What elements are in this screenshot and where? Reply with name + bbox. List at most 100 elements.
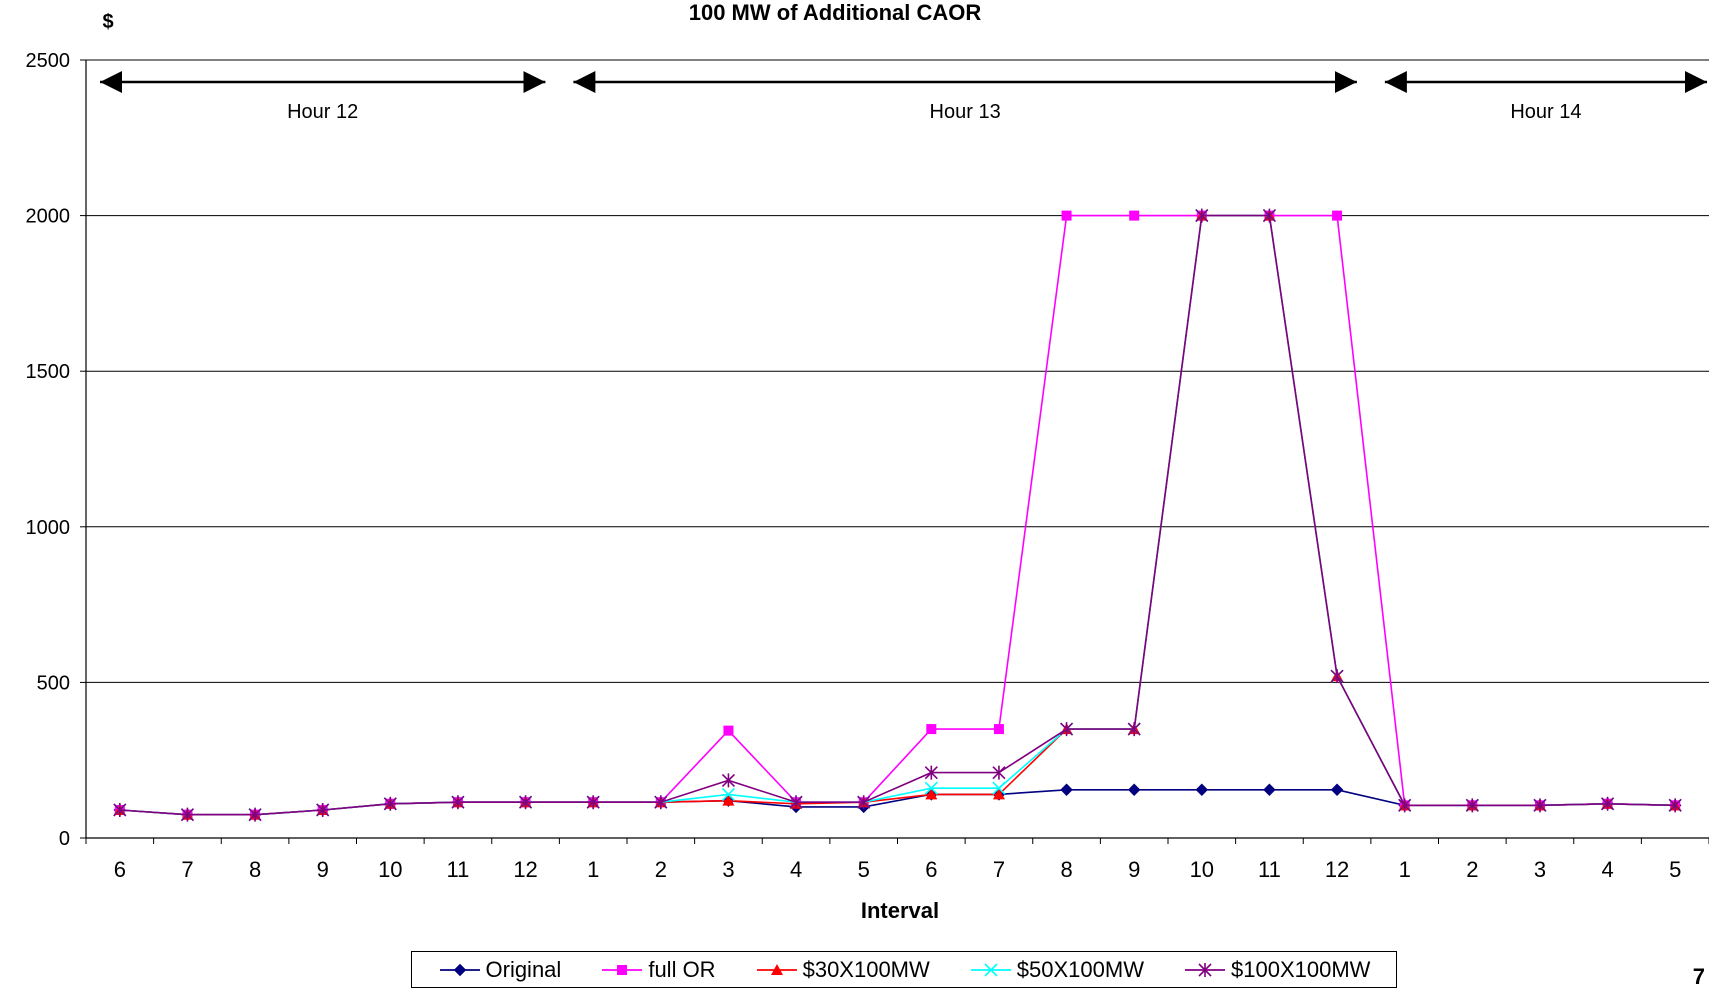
data-point	[1127, 722, 1141, 737]
x-tick-label: 5	[1669, 857, 1681, 882]
legend-swatch	[602, 964, 643, 975]
data-point	[451, 795, 465, 810]
series-2	[113, 209, 1682, 820]
series-0	[113, 783, 1682, 821]
data-point	[1465, 798, 1479, 813]
x-tick-label: 8	[1060, 857, 1072, 882]
legend-item: Original	[438, 957, 561, 983]
x-tick-label: 7	[181, 857, 193, 882]
data-point	[924, 765, 938, 780]
data-point	[1263, 783, 1276, 796]
legend-swatch	[439, 963, 480, 976]
x-tick-label: 2	[655, 857, 667, 882]
data-point	[1330, 783, 1344, 796]
hour-brackets: Hour 12 Hour 13 Hour 14	[100, 71, 1707, 123]
legend-item: $50X100MW	[969, 957, 1144, 983]
series-line	[119, 214, 1676, 816]
data-point	[248, 807, 262, 822]
series-line	[119, 214, 1676, 816]
legend-item: full OR	[600, 956, 716, 983]
legend-label: $30X100MW	[802, 956, 930, 982]
data-point	[113, 802, 127, 817]
y-axis-label: $	[102, 11, 113, 33]
x-tick-label: 10	[378, 857, 402, 882]
x-tick-label: 1	[1399, 857, 1411, 882]
data-point	[1195, 783, 1209, 796]
data-point	[316, 802, 330, 817]
data-point	[1060, 783, 1073, 796]
data-point	[722, 794, 735, 806]
data-point	[992, 765, 1006, 780]
y-tick-label: 1000	[26, 517, 71, 539]
data-point	[721, 787, 736, 801]
x-tick-label: 6	[925, 857, 937, 882]
data-point	[1332, 210, 1343, 221]
legend-label: full OR	[648, 956, 716, 982]
x-tick-label: 12	[1325, 857, 1349, 882]
data-point	[1059, 722, 1074, 737]
data-point	[723, 725, 734, 736]
legend: Original full OR $30X100MW $50X100MW $100X10…	[411, 951, 1397, 988]
chart-title: 100 MW of Additional CAOR	[689, 0, 982, 25]
legend-marker	[453, 963, 466, 976]
chart: 100 MW of Additional CAOR $ Interval 0 50…	[26, 0, 1709, 923]
data-point	[180, 807, 195, 822]
x-tick-label: 9	[1128, 857, 1140, 882]
data-point	[993, 724, 1004, 735]
y-tick-label: 2500	[26, 50, 71, 72]
legend-marker	[1198, 962, 1212, 977]
x-tick-label: 3	[722, 857, 734, 882]
series-line	[119, 214, 1676, 816]
x-tick-label: 3	[1534, 857, 1546, 882]
data-point	[857, 795, 871, 810]
x-tick-label: 7	[993, 857, 1005, 882]
data-point	[1262, 208, 1277, 223]
x-tick-label: 10	[1190, 857, 1214, 882]
data-point	[1398, 798, 1412, 813]
series-3	[113, 209, 1682, 822]
legend-swatch	[1185, 962, 1225, 977]
data-point	[992, 781, 1006, 795]
hour-label: Hour 14	[1510, 101, 1581, 123]
x-tick-label: 4	[790, 857, 802, 882]
legend-label: $100X100MW	[1231, 956, 1371, 982]
series-layer	[113, 208, 1682, 822]
data-point	[586, 795, 600, 810]
y-tick-label: 1500	[26, 361, 71, 383]
x-tick-label: 8	[249, 857, 261, 882]
hour-label: Hour 13	[930, 101, 1001, 123]
data-point	[518, 795, 533, 810]
hour-label: Hour 12	[287, 101, 358, 123]
series-1	[114, 210, 1681, 820]
x-tick-label: 4	[1601, 857, 1613, 882]
data-point	[924, 781, 938, 795]
data-point	[926, 724, 937, 735]
y-tick-label: 2000	[26, 206, 71, 228]
x-tick-label: 1	[587, 857, 599, 882]
data-point	[1600, 796, 1615, 811]
data-point	[1127, 783, 1141, 796]
x-tick-label: 5	[858, 857, 870, 882]
x-tick-label: 11	[447, 857, 470, 882]
legend-marker	[984, 962, 998, 977]
data-point	[925, 788, 938, 800]
legend-item: $100X100MW	[1183, 957, 1370, 983]
x-tick-label: 6	[114, 857, 126, 882]
x-axis-label: Interval	[861, 898, 939, 923]
data-point	[992, 788, 1005, 800]
data-point	[1129, 210, 1140, 221]
data-point	[1330, 669, 1344, 684]
legend-label: $50X100MW	[1016, 956, 1144, 982]
data-point	[1668, 798, 1682, 813]
data-point	[1061, 210, 1072, 221]
legend-marker	[617, 964, 628, 975]
legend-swatch	[970, 962, 1011, 977]
page-number: 7	[1692, 964, 1705, 989]
data-point	[654, 795, 668, 810]
series-line	[119, 214, 1676, 816]
legend-item: $30X100MW	[755, 957, 930, 983]
x-tick-label: 11	[1258, 857, 1281, 882]
series-line	[119, 788, 1676, 816]
x-tick-label: 2	[1466, 857, 1478, 882]
